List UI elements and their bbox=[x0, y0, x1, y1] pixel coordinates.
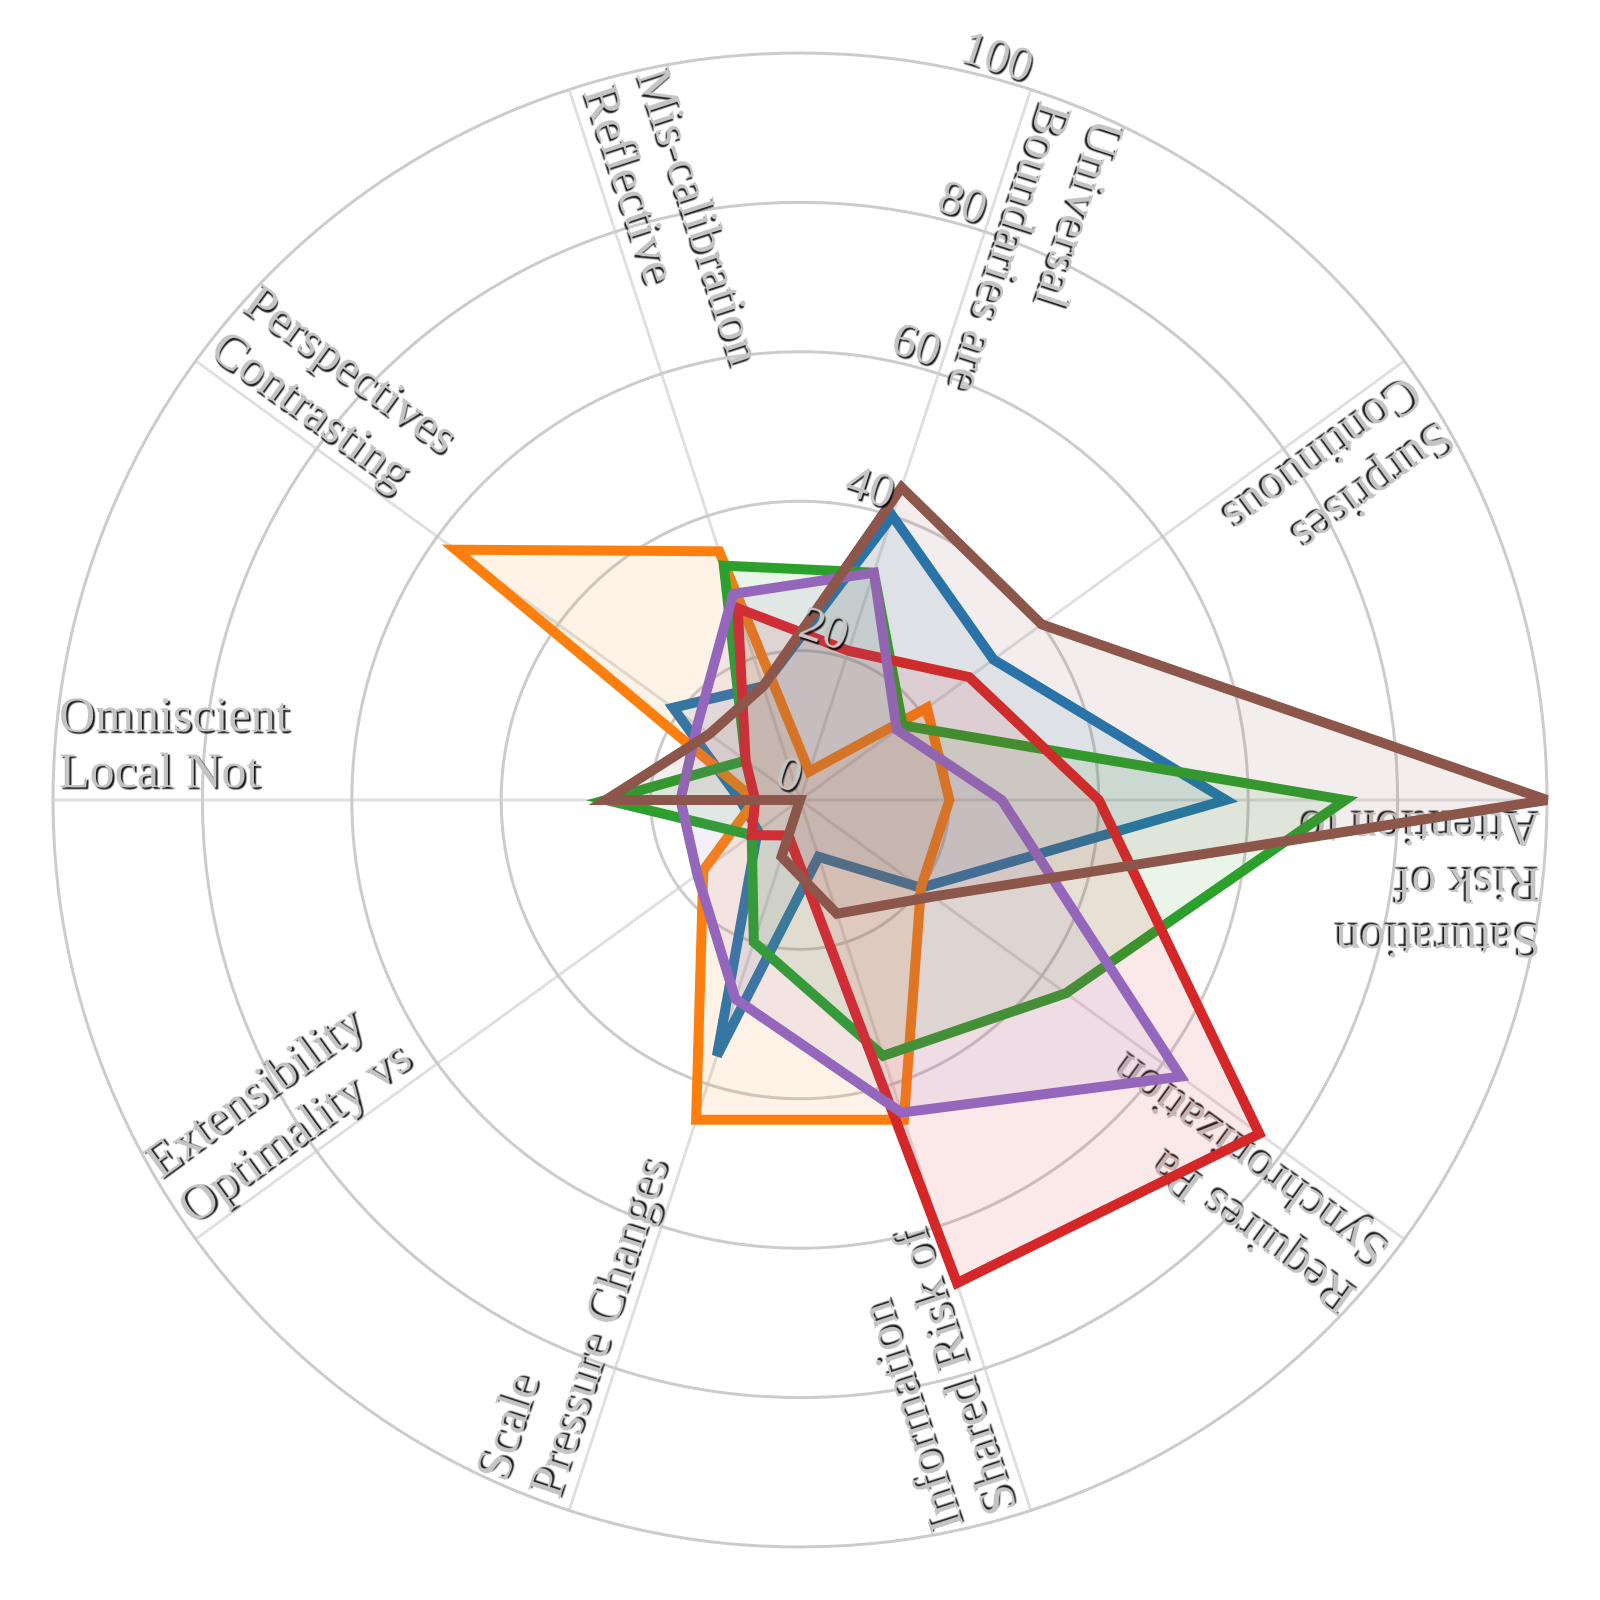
axis-label: Shared Risk ofInformation bbox=[829, 1222, 1027, 1540]
axis-label-text: Local NotOmniscient bbox=[59, 686, 290, 798]
axis-label-line: Omniscient bbox=[59, 686, 290, 742]
axis-label-line: Pressure Changes bbox=[516, 1150, 679, 1504]
axis-label-text: ContrastingPerspectives bbox=[202, 272, 470, 510]
axis-label-text: ContinuousSurprises bbox=[1214, 366, 1466, 592]
axis-label: Attention to Risk of Saturation bbox=[1301, 802, 1541, 970]
axis-label-text: Shared Risk ofInformation bbox=[829, 1222, 1027, 1540]
axis-label: ContinuousSurprises bbox=[1214, 366, 1466, 592]
radial-tick: 100 bbox=[955, 20, 1040, 93]
axis-spoke bbox=[798, 89, 1033, 801]
radial-tick-label: 80 bbox=[932, 169, 994, 234]
axis-label: ContrastingPerspectives bbox=[202, 272, 470, 510]
radial-tick-label: 60 bbox=[886, 311, 948, 376]
axis-label-text: ReflectiveMis-calibration bbox=[573, 60, 775, 388]
axis-label-line: Local Not bbox=[59, 742, 260, 798]
radial-tick: 80 bbox=[932, 169, 994, 234]
series-polygons bbox=[441, 479, 1549, 1291]
axis-label-line: Risk of bbox=[1395, 858, 1541, 914]
axis-label-text: Attention to Risk of Saturation bbox=[1301, 802, 1541, 970]
radial-tick: 60 bbox=[886, 311, 948, 376]
axis-label: Pressure ChangesScale bbox=[463, 1133, 679, 1504]
axis-label-line: Saturation bbox=[1335, 914, 1541, 970]
axis-label-text: Boundaries areUniversal bbox=[938, 96, 1138, 417]
axis-spoke bbox=[567, 799, 802, 1511]
axis-label: Local NotOmniscient bbox=[59, 686, 290, 798]
axis-spoke bbox=[799, 798, 1406, 1241]
axis-label: Boundaries areUniversal bbox=[938, 96, 1138, 417]
series-6-polygon bbox=[588, 479, 1549, 920]
axis-label: ReflectiveMis-calibration bbox=[573, 60, 775, 388]
radial-tick-label: 100 bbox=[955, 20, 1040, 93]
axis-label-text: Pressure ChangesScale bbox=[463, 1133, 679, 1504]
